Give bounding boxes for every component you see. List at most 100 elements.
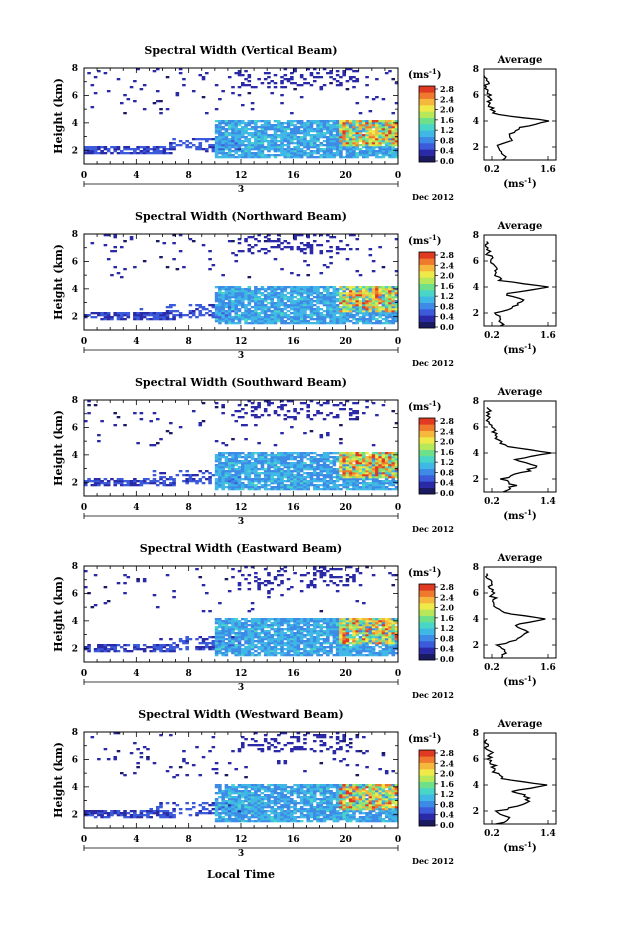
heatmap-cell (214, 140, 219, 143)
heatmap-cell (241, 314, 245, 317)
heatmap-cell (348, 472, 353, 475)
heatmap-cell (319, 128, 324, 131)
heatmap-cell (365, 474, 369, 477)
heatmap-cell (293, 120, 297, 123)
heatmap-cell (283, 452, 288, 455)
heatmap-cell (290, 156, 294, 159)
heatmap-cell (257, 626, 261, 629)
heatmap-cell (276, 642, 281, 645)
heatmap-cell (345, 400, 350, 403)
colorbar-swatch (419, 136, 435, 144)
heatmap-cell (358, 134, 363, 137)
heatmap-cell (355, 456, 360, 459)
heatmap-cell (303, 296, 307, 299)
heatmap-cell (270, 288, 275, 291)
heatmap-cell (237, 288, 242, 291)
heatmap-cell (267, 72, 271, 75)
heatmap-cell (237, 138, 242, 141)
heatmap-cell (224, 458, 229, 461)
heatmap-cell (375, 310, 379, 313)
heatmap-cell (293, 310, 297, 313)
average-x-label-exp: -1 (524, 176, 532, 185)
heatmap-cell (381, 288, 386, 291)
heatmap-cell (309, 152, 314, 155)
heatmap-cell (342, 454, 346, 457)
heatmap-cell (329, 246, 333, 249)
heatmap-cell (348, 152, 353, 155)
heatmap-cell (335, 146, 340, 149)
heatmap-cell (355, 286, 360, 289)
heatmap-cell (188, 146, 193, 149)
heatmap-cell (227, 480, 232, 483)
heatmap-cell (348, 234, 353, 237)
day-label: 3 (238, 185, 244, 195)
heatmap-cell (208, 138, 212, 141)
heatmap-cell (332, 142, 337, 145)
heatmap-cell (322, 476, 327, 479)
heatmap-cell (299, 626, 304, 629)
heatmap-cell (312, 644, 317, 647)
heatmap-cell (312, 76, 317, 79)
heatmap-cell (263, 138, 268, 141)
heatmap-cell (335, 292, 340, 295)
colorbar-swatch (419, 124, 435, 131)
heatmap-cell (293, 622, 297, 625)
heatmap-cell (280, 408, 284, 411)
heatmap-cell (326, 402, 330, 405)
heatmap-cell (384, 322, 389, 325)
heatmap-cell (244, 122, 248, 125)
heatmap-cell (319, 630, 324, 633)
heatmap-cell (218, 150, 222, 153)
heatmap-cell (257, 314, 261, 317)
heatmap-cell (84, 316, 88, 319)
month-label: Dec 2012 (412, 358, 454, 368)
heatmap-cell (267, 238, 271, 241)
heatmap-cell (319, 314, 324, 317)
heatmap-cell (394, 296, 399, 299)
heatmap-cell (306, 68, 310, 71)
heatmap-cell (241, 150, 245, 153)
heatmap-cell (326, 288, 330, 291)
heatmap-cell (116, 312, 121, 315)
heatmap-cell (339, 146, 343, 149)
heatmap-cell (391, 152, 396, 155)
heatmap-cell (283, 470, 288, 473)
heatmap-cell (234, 638, 239, 641)
heatmap-cell (270, 140, 275, 143)
heatmap-cell (309, 120, 314, 123)
heatmap-cell (358, 136, 363, 139)
heatmap-cell (381, 460, 386, 463)
heatmap-cell (241, 456, 245, 459)
heatmap-cell (319, 488, 324, 491)
heatmap-cell (247, 138, 252, 141)
heatmap-cell (237, 286, 242, 289)
heatmap-cell (263, 474, 268, 477)
heatmap-cell (290, 112, 294, 115)
heatmap-cell (371, 458, 376, 461)
colorbar-frame (418, 85, 436, 163)
heatmap-cell (283, 298, 288, 301)
heatmap-cell (335, 472, 340, 475)
heatmap-cell (237, 632, 242, 635)
heatmap-cell (250, 470, 255, 473)
heatmap-cell (152, 318, 157, 321)
heatmap-cell (316, 454, 320, 457)
heatmap-cell (293, 322, 297, 325)
heatmap-cell (306, 142, 310, 145)
heatmap-cell (342, 456, 346, 459)
heatmap-cell (329, 472, 333, 475)
heatmap-cell (254, 488, 258, 491)
heatmap-cell (234, 486, 239, 489)
heatmap-cell (270, 322, 275, 325)
heatmap-cell (299, 484, 304, 487)
heatmap-cell (345, 292, 350, 295)
heatmap-cell (358, 120, 363, 123)
heatmap-cell (319, 484, 324, 487)
heatmap-cell (290, 646, 294, 649)
heatmap-cell (348, 476, 353, 479)
heatmap-cell (371, 486, 376, 489)
heatmap-cell (290, 142, 294, 145)
heatmap-cell (198, 304, 203, 307)
heatmap-cell (339, 306, 343, 309)
heatmap-cell (224, 464, 229, 467)
